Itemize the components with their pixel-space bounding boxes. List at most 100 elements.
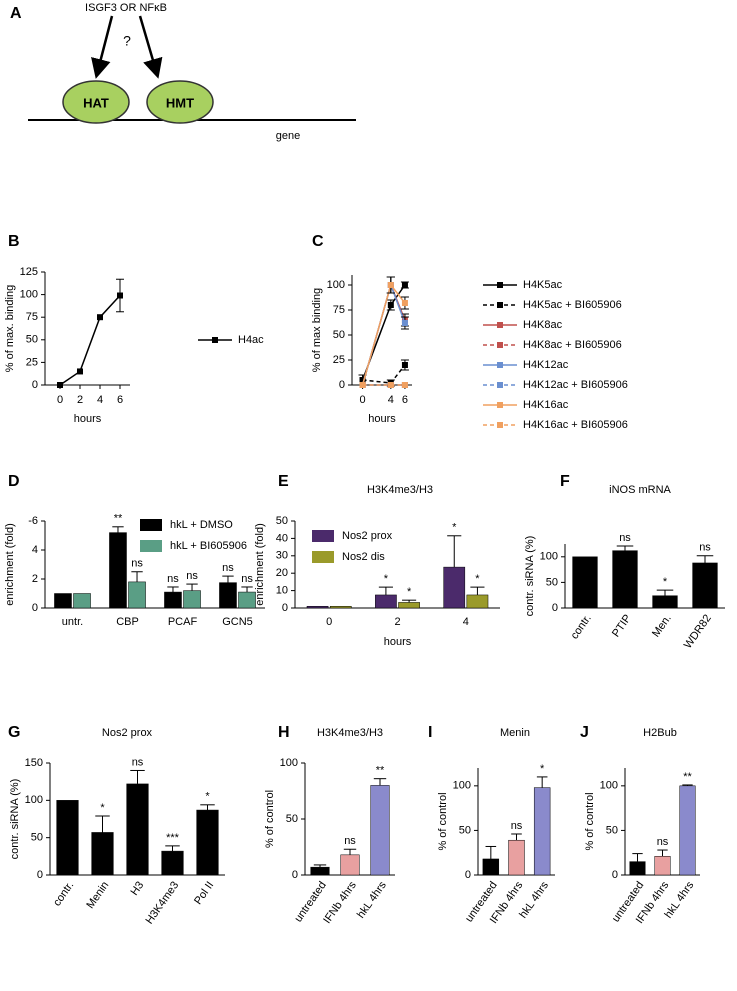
y-axis-label: enrichment (fold) <box>254 523 266 606</box>
x-tick-label: contr. <box>569 613 594 642</box>
y-axis-label: contr. siRNA (%) <box>9 779 21 860</box>
data-line <box>361 282 406 386</box>
x-tick-label: 2 <box>77 394 83 406</box>
bar <box>306 606 329 609</box>
x-tick-label: 0 <box>360 394 366 406</box>
x-tick-label: H3 <box>128 880 146 898</box>
legend-marker <box>497 282 503 288</box>
y-tick-label: 50 <box>286 813 298 825</box>
legend-marker <box>497 382 503 388</box>
legend-label: hkL + BI605906 <box>170 540 247 552</box>
data-point <box>359 377 366 383</box>
significance-label: * <box>452 522 457 534</box>
y-tick-label: 10 <box>276 585 288 597</box>
bar <box>375 594 397 609</box>
hat-enzyme <box>62 80 130 124</box>
legend-marker <box>212 337 218 343</box>
data-line <box>362 364 406 384</box>
y-tick-label: 100 <box>280 757 298 769</box>
y-tick-label: 2 <box>32 573 38 585</box>
bar <box>73 593 91 609</box>
x-tick-label: 2 <box>394 616 400 628</box>
x-tick-label: CBP <box>116 616 139 628</box>
data-point <box>401 362 408 368</box>
y-axis-label: % of max binding <box>311 288 323 372</box>
bar <box>56 800 79 876</box>
hat-label: HAT <box>83 95 109 110</box>
legend-label: H4K16ac + BI605906 <box>523 419 628 431</box>
significance-label: ns <box>131 558 143 570</box>
legend-swatch <box>312 551 334 563</box>
legend-marker <box>497 422 503 428</box>
y-tick-label: 4 <box>32 544 38 556</box>
x-tick-label: contr. <box>51 880 76 909</box>
data-line <box>59 294 121 386</box>
y-tick-label: 50 <box>26 334 38 346</box>
bar <box>126 783 149 876</box>
y-tick-label: 0 <box>612 869 618 881</box>
data-point <box>387 382 394 388</box>
bar <box>398 602 420 609</box>
y-tick-label: 50 <box>606 824 618 836</box>
significance-label: ns <box>511 820 523 832</box>
bar <box>370 785 390 876</box>
bar <box>629 861 646 876</box>
legend-label: hkL + DMSO <box>170 519 233 531</box>
y-tick-label: 150 <box>25 757 43 769</box>
y-tick-label: 0 <box>465 869 471 881</box>
significance-label: ns <box>186 570 198 582</box>
panel-letter: I <box>428 724 432 741</box>
data-point <box>359 382 366 388</box>
data-point <box>77 368 83 375</box>
significance-label: * <box>407 586 412 598</box>
bar <box>128 581 146 609</box>
x-tick-label: PCAF <box>168 616 198 628</box>
y-tick-label: 25 <box>26 356 38 368</box>
significance-label: * <box>663 576 668 588</box>
bar <box>508 839 525 876</box>
panel-letter: C <box>312 233 324 250</box>
bar <box>692 562 718 609</box>
y-tick-label: 20 <box>276 567 288 579</box>
bar <box>183 590 201 609</box>
bar <box>310 866 330 876</box>
data-point <box>117 292 123 299</box>
legend-label: H4K8ac + BI605906 <box>523 339 622 351</box>
significance-label: ns <box>699 542 711 554</box>
x-tick-label: 6 <box>402 394 408 406</box>
hmt-label: HMT <box>166 95 194 110</box>
x-tick-label: H3K4me3 <box>143 880 181 927</box>
x-tick-label: 4 <box>388 394 394 406</box>
y-axis-label: % of control <box>584 792 596 850</box>
y-tick-label: 0 <box>339 379 345 391</box>
data-point <box>401 300 408 306</box>
chart-title: Nos2 prox <box>102 727 153 739</box>
legend-swatch <box>140 519 162 531</box>
y-axis-label: % of max. binding <box>4 285 16 372</box>
bar <box>533 787 551 876</box>
legend-marker <box>497 362 503 368</box>
bar <box>109 532 127 609</box>
legend-label: H4K8ac <box>523 319 563 331</box>
legend-label: H4ac <box>238 334 264 346</box>
bar <box>164 591 182 609</box>
bar <box>329 606 352 609</box>
bar <box>572 556 598 609</box>
y-tick-label: 75 <box>333 304 345 316</box>
legend-marker <box>497 302 503 308</box>
y-tick-label: -6 <box>28 515 38 527</box>
legend-label: H4K16ac <box>523 399 569 411</box>
legend-marker <box>497 402 503 408</box>
hmt-enzyme <box>146 80 214 124</box>
significance-label: ns <box>222 562 234 574</box>
legend-label: Nos2 prox <box>342 530 393 542</box>
panel-letter: A <box>10 5 22 22</box>
bar <box>219 582 237 609</box>
y-tick-label: 50 <box>459 824 471 836</box>
legend-label: H4K5ac <box>523 279 563 291</box>
y-axis-label: % of control <box>437 792 449 850</box>
chart-title: H2Bub <box>643 727 677 739</box>
legend-label: Nos2 dis <box>342 551 385 563</box>
bar <box>91 832 114 876</box>
